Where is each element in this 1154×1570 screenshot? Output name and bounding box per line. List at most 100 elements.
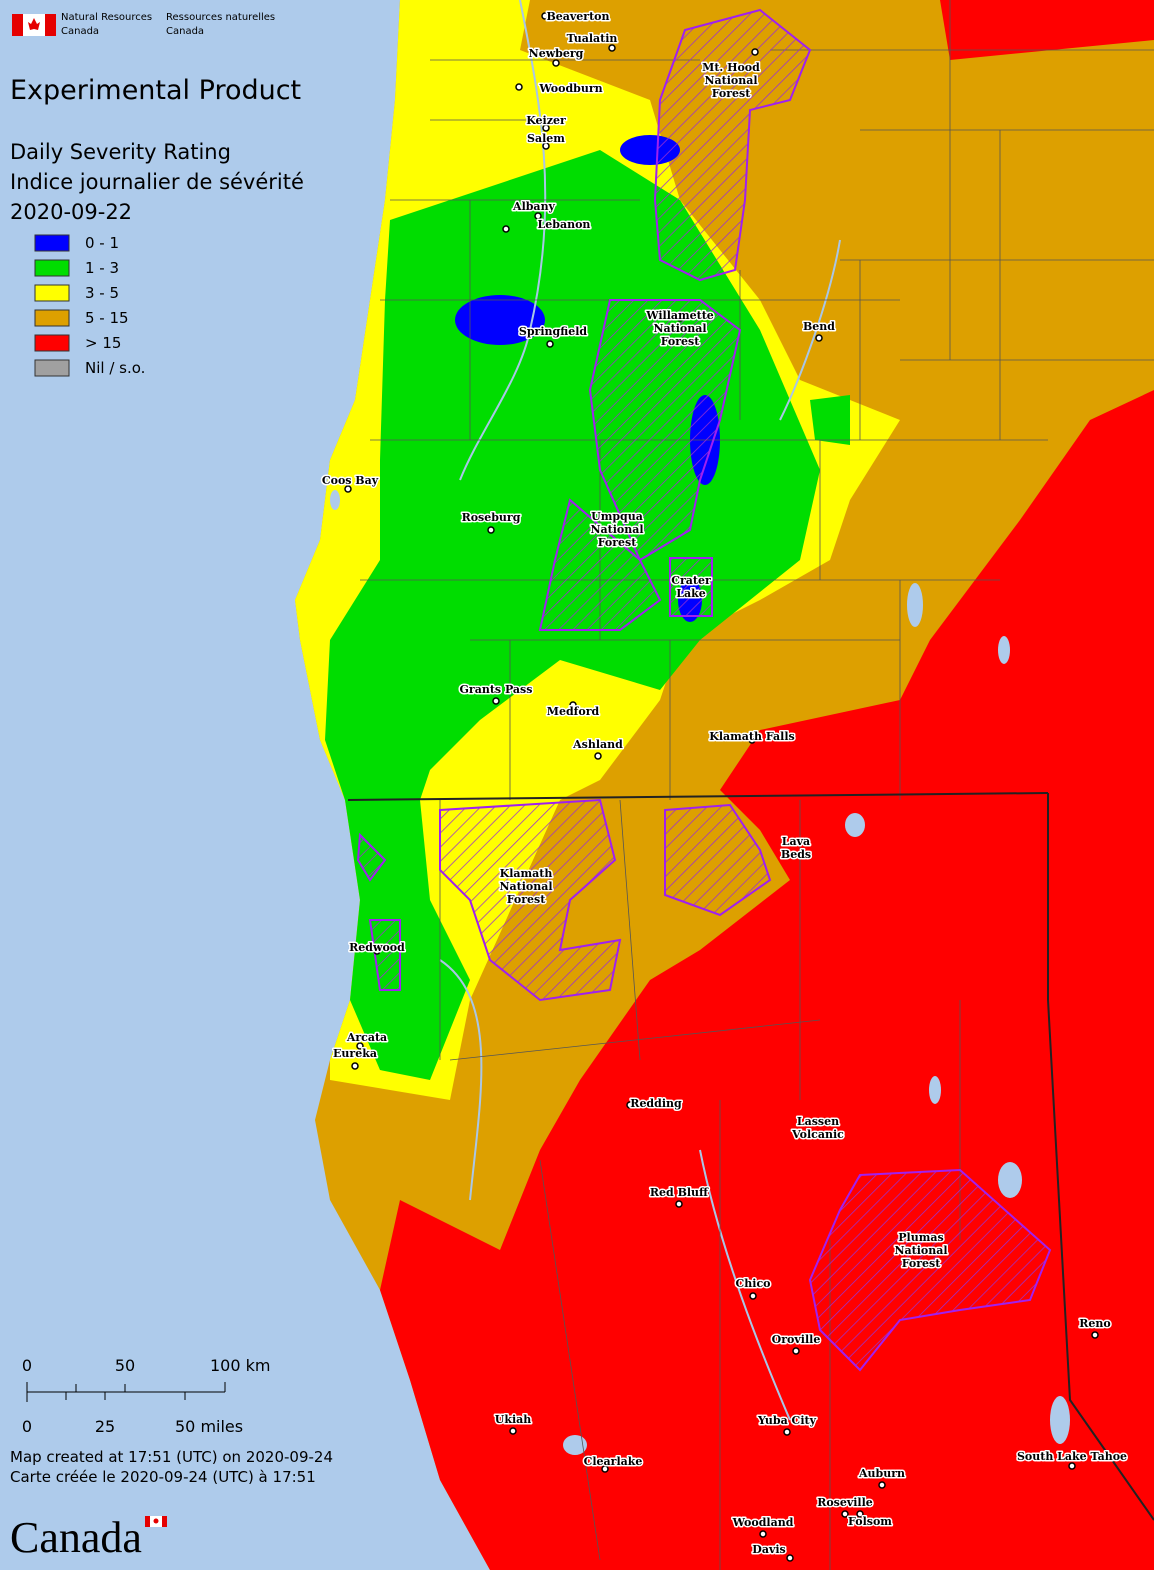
- footer: Map created at 17:51 (UTC) on 2020-09-24: [10, 1448, 333, 1466]
- lake: [998, 636, 1010, 664]
- subtitle: Daily Severity Rating: [10, 140, 231, 164]
- lake: [1050, 1396, 1070, 1444]
- place-dot: [542, 142, 550, 150]
- scale-label: 25: [95, 1417, 115, 1436]
- place-dot: [356, 1042, 364, 1050]
- lake: [330, 490, 340, 510]
- subtitle: Indice journalier de sévérité: [10, 170, 304, 194]
- wordmark-flag: [153, 1518, 159, 1524]
- place-label: Mt. Hood: [702, 61, 760, 74]
- place-dot: [749, 1292, 757, 1300]
- wordmark-flag: [162, 1516, 167, 1527]
- place-label: Grants Pass: [460, 683, 533, 696]
- place-label: Springfield: [519, 325, 587, 338]
- forest-area: [808, 1168, 1052, 1372]
- place-label: South Lake Tahoe: [1017, 1450, 1127, 1463]
- place-dot: [1068, 1462, 1076, 1470]
- legend-label: 3 - 5: [85, 284, 119, 302]
- place-label: Albany: [512, 200, 556, 213]
- place-label: Lebanon: [538, 218, 591, 231]
- lake: [845, 813, 865, 837]
- place-dot: [542, 124, 550, 132]
- scale-label: 0: [22, 1356, 32, 1375]
- place-label: Newberg: [529, 47, 584, 60]
- flag-band: [45, 14, 56, 36]
- place-dot: [534, 212, 542, 220]
- place-dot: [626, 1101, 634, 1109]
- legend-label: 1 - 3: [85, 259, 119, 277]
- state-borders: [347, 792, 1154, 1521]
- place-label: Lake: [676, 587, 705, 600]
- place-label: National: [590, 523, 643, 536]
- place-dot: [675, 1200, 683, 1208]
- place-label: Woodburn: [538, 82, 602, 95]
- place-dot: [569, 701, 577, 709]
- place-label: National: [894, 1244, 947, 1257]
- scale-labels: 0 50 100 km 0 25 50 miles: [22, 1356, 271, 1436]
- place-dot: [509, 1427, 517, 1435]
- scale-label: 0: [22, 1417, 32, 1436]
- place-label: Forest: [507, 893, 547, 906]
- place-label: National: [653, 322, 706, 335]
- place-dot: [786, 1554, 794, 1562]
- place-dot: [594, 752, 602, 760]
- legend-swatch: [34, 284, 70, 302]
- legend-label: Nil / s.o.: [85, 359, 145, 377]
- place-label: Salem: [527, 132, 565, 145]
- legend: 0 - 1 1 - 3 3 - 5 5 - 15 > 15 Nil / s.o.: [34, 234, 145, 377]
- footer: Carte créée le 2020-09-24 (UTC) à 17:51: [10, 1468, 316, 1486]
- place-dot: [492, 697, 500, 705]
- place-label: Auburn: [858, 1467, 905, 1480]
- place-dot: [751, 48, 759, 56]
- river: [779, 239, 841, 421]
- header: Natural Resources Canada Ressources natu…: [10, 12, 304, 224]
- state-border: [347, 792, 1049, 801]
- legend-swatch: [34, 234, 70, 252]
- forest-area: [669, 557, 713, 617]
- place-label: Oroville: [772, 1333, 821, 1346]
- place-dot: [759, 1530, 767, 1538]
- place-label: Forest: [598, 536, 638, 549]
- forest-area: [653, 8, 812, 282]
- legend-swatch: [34, 259, 70, 277]
- scale-label: 50 miles: [175, 1417, 243, 1436]
- place-label: Willamette: [645, 309, 714, 322]
- agency-fr: Ressources naturelles: [166, 12, 275, 23]
- lake: [563, 1435, 587, 1455]
- place-label: Klamath Falls: [709, 730, 794, 743]
- legend-label: 0 - 1: [85, 234, 119, 252]
- place-dot: [792, 1347, 800, 1355]
- place-label: Lassen: [797, 1115, 839, 1128]
- place-dot: [856, 1510, 864, 1518]
- agency-en: Canada: [61, 26, 99, 37]
- rivers: [439, 0, 841, 1421]
- place-dot: [552, 59, 560, 67]
- wordmark: Canada: [10, 1513, 142, 1562]
- legend-swatch: [34, 334, 70, 352]
- place-label: Medford: [547, 705, 600, 718]
- place-label: Bend: [803, 320, 835, 333]
- place-label: Forest: [661, 335, 701, 348]
- place-dot: [515, 83, 523, 91]
- place-label: Volcanic: [791, 1128, 844, 1141]
- flag-leaf: [28, 18, 40, 30]
- scale-label: 50: [115, 1356, 135, 1375]
- place-dot: [841, 1510, 849, 1518]
- zone-red: [940, 0, 1154, 60]
- place-dot: [373, 947, 381, 955]
- place-dot: [1091, 1331, 1099, 1339]
- place-label: Coos Bay: [322, 474, 379, 487]
- river: [699, 1149, 791, 1421]
- forest-area: [538, 498, 662, 631]
- place-label: Tualatin: [567, 32, 618, 45]
- place-label: Ukiah: [495, 1413, 532, 1426]
- title: Experimental Product: [10, 75, 301, 106]
- place-label: Roseville: [817, 1496, 873, 1509]
- place-label: Woodland: [732, 1516, 794, 1529]
- place-label: Klamath: [500, 867, 553, 880]
- agency-fr: Canada: [166, 26, 204, 37]
- place-label: Red Bluff: [650, 1186, 709, 1199]
- lake: [929, 1076, 941, 1104]
